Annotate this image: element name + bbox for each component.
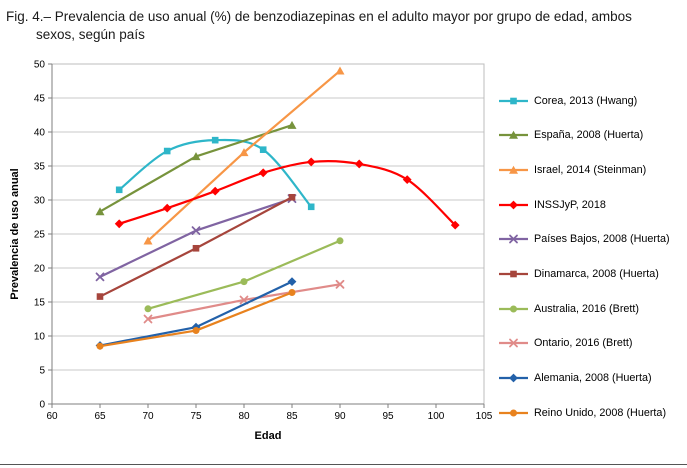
legend-item: Reino Unido, 2008 (Huerta) xyxy=(498,406,685,420)
legend-diamond-marker-icon xyxy=(499,200,528,209)
chart: 60 65 70 75 80 85 90 95 100 105 0 5 10 15 20 25 30 35 40 45… xyxy=(0,54,687,446)
legend-label: Países Bajos, 2008 (Huerta) xyxy=(534,233,670,246)
legend-item: Alemania, 2008 (Huerta) xyxy=(498,371,685,385)
svg-text:40: 40 xyxy=(34,127,46,138)
figure-caption: Fig. 4.– Prevalencia de uso anual (%) de… xyxy=(6,9,632,42)
legend-item: Dinamarca, 2008 (Huerta) xyxy=(498,267,685,281)
series-line xyxy=(95,120,297,215)
chart-legend: Corea, 2013 (Hwang) España, 2008 (Huerta)… xyxy=(494,54,687,446)
gridlines xyxy=(52,63,484,371)
svg-text:0: 0 xyxy=(39,399,45,410)
series-line xyxy=(144,236,344,312)
legend-circle-marker-icon xyxy=(499,409,528,417)
svg-text:45: 45 xyxy=(34,93,46,104)
svg-text:70: 70 xyxy=(142,411,154,422)
legend-item: Ontario, 2016 (Brett) xyxy=(498,336,685,350)
svg-text:75: 75 xyxy=(190,411,202,422)
svg-text:100: 100 xyxy=(428,411,445,422)
legend-label: Dinamarca, 2008 (Huerta) xyxy=(534,267,659,280)
legend-item: Corea, 2013 (Hwang) xyxy=(498,94,685,108)
legend-circle-marker-icon xyxy=(499,305,528,313)
legend-label: Reino Unido, 2008 (Huerta) xyxy=(534,406,667,419)
svg-text:60: 60 xyxy=(46,411,58,422)
series-line xyxy=(114,157,460,230)
legend-item: INSSJyP, 2018 xyxy=(498,198,685,212)
legend-triangle-marker-icon xyxy=(499,165,528,174)
series-line xyxy=(95,276,297,350)
svg-text:80: 80 xyxy=(238,411,250,422)
legend-label: Alemania, 2008 (Huerta) xyxy=(534,371,652,384)
svg-text:35: 35 xyxy=(34,161,46,172)
legend-label: Corea, 2013 (Hwang) xyxy=(534,94,638,107)
x-axis-title: Edad xyxy=(255,430,282,442)
line-chart: 60 65 70 75 80 85 90 95 100 105 0 5 10 15 20 25 30 35 40 45… xyxy=(9,59,493,442)
svg-text:105: 105 xyxy=(476,411,493,422)
legend-item: España, 2008 (Huerta) xyxy=(498,128,685,142)
legend-square-marker-icon xyxy=(499,97,528,104)
legend-label: INSSJyP, 2018 xyxy=(534,198,606,211)
legend-item: Países Bajos, 2008 (Huerta) xyxy=(498,232,685,246)
svg-text:30: 30 xyxy=(34,195,46,206)
legend-label: Israel, 2014 (Steinman) xyxy=(534,163,647,176)
svg-text:90: 90 xyxy=(334,411,346,422)
series-line xyxy=(96,288,296,350)
svg-text:65: 65 xyxy=(94,411,106,422)
legend-label: Ontario, 2016 (Brett) xyxy=(534,337,633,350)
svg-text:50: 50 xyxy=(34,59,46,70)
svg-text:10: 10 xyxy=(34,331,46,342)
legend-item: Israel, 2014 (Steinman) xyxy=(498,163,685,177)
legend-square-marker-icon xyxy=(499,270,528,278)
svg-text:20: 20 xyxy=(34,263,46,274)
series-line xyxy=(96,193,296,300)
series-line xyxy=(143,66,345,245)
axes xyxy=(48,63,485,408)
series-line xyxy=(115,136,315,210)
legend-triangle-marker-icon xyxy=(499,130,528,139)
series-line xyxy=(143,279,345,324)
legend-x-marker-icon xyxy=(499,234,528,244)
tick-labels: 60 65 70 75 80 85 90 95 100 105 0 5 10 15 20 25 30 35 40 45… xyxy=(34,59,493,422)
legend-label: España, 2008 (Huerta) xyxy=(534,129,644,142)
legend-item: Australia, 2016 (Brett) xyxy=(498,302,685,316)
svg-text:95: 95 xyxy=(382,411,394,422)
svg-text:25: 25 xyxy=(34,229,46,240)
bottom-divider xyxy=(0,464,687,465)
svg-text:85: 85 xyxy=(286,411,298,422)
legend-diamond-marker-icon xyxy=(499,373,528,383)
svg-text:15: 15 xyxy=(34,297,46,308)
legend-label: Australia, 2016 (Brett) xyxy=(534,302,640,315)
legend-x-marker-icon xyxy=(499,338,528,348)
y-axis-title: Prevalencia de uso anual xyxy=(9,168,21,299)
svg-text:5: 5 xyxy=(39,365,45,376)
